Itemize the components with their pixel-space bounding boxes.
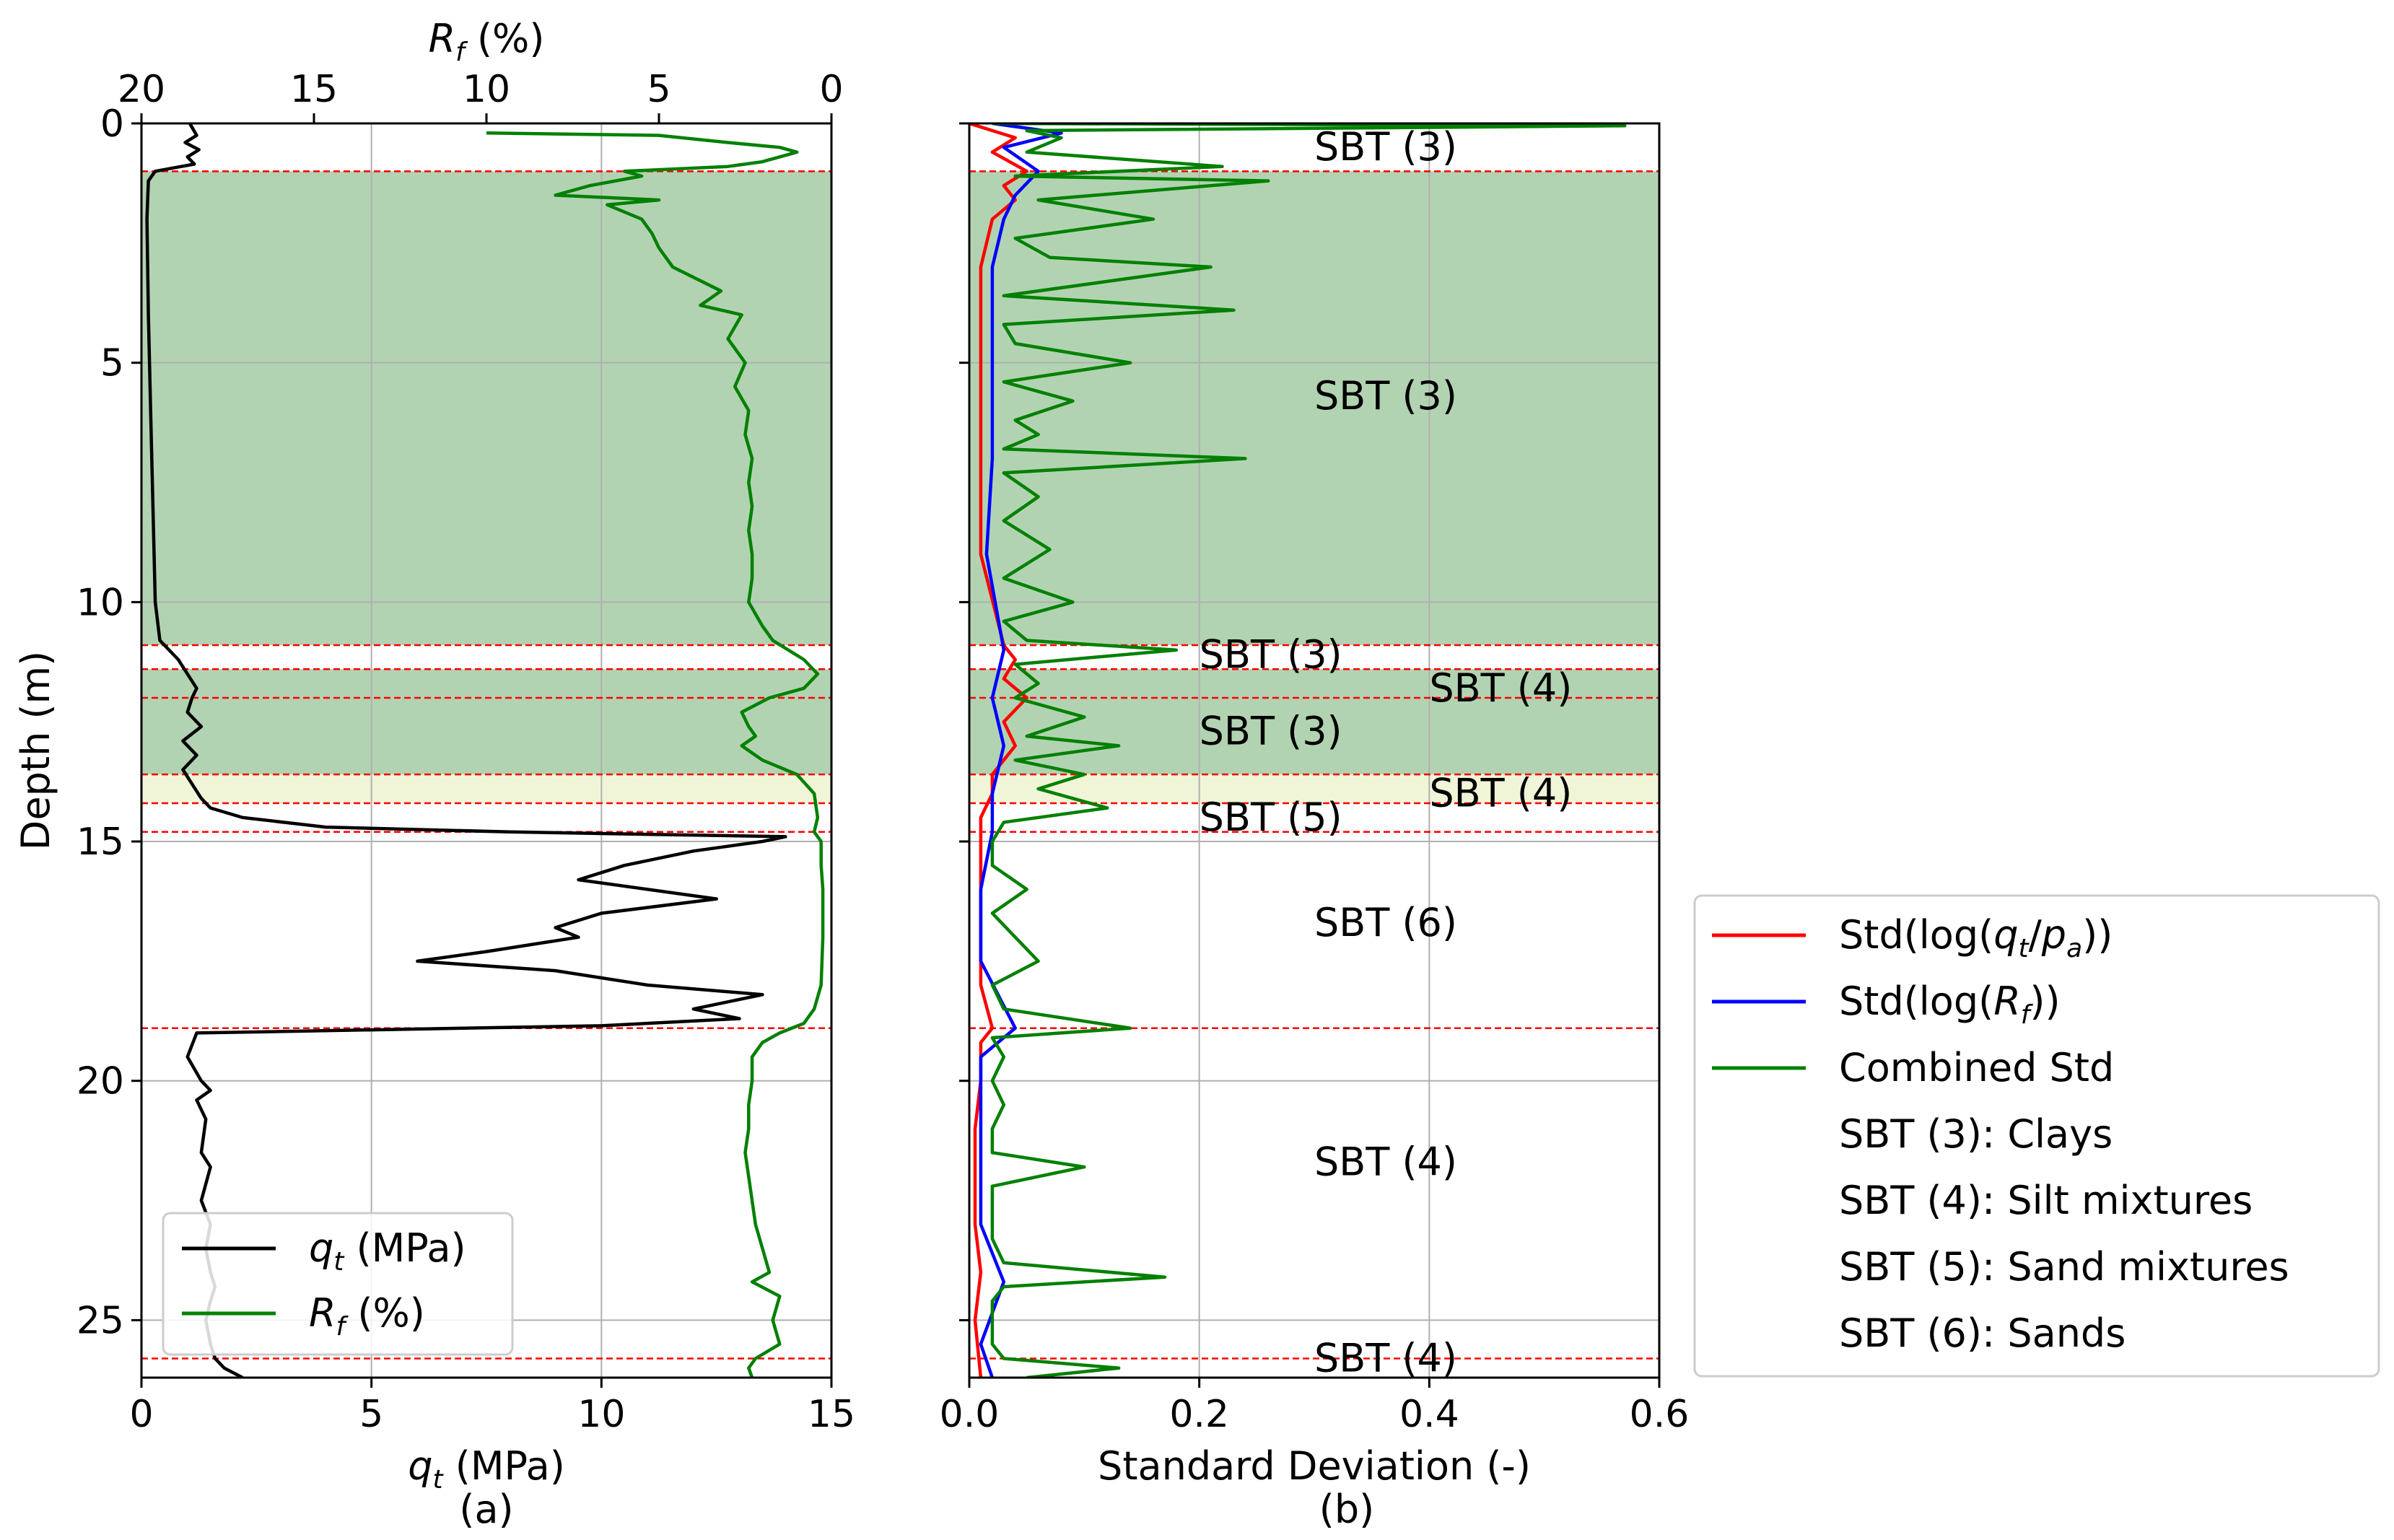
- x-tick-label: 0.2: [1169, 1393, 1229, 1436]
- y-tick-label: 25: [77, 1299, 124, 1342]
- series-lines: [969, 123, 1627, 1378]
- zone-label: SBT (6): [1314, 900, 1457, 945]
- sbt-layer-band: [141, 171, 831, 646]
- panel-b: 0.0 0.2 0.4 0.6 SBT (3) SBT (3) SBT (3) SBT (4…: [940, 122, 1690, 1532]
- zone-label: SBT (3): [1200, 631, 1342, 677]
- y-tick-label: 10: [77, 581, 124, 624]
- legend-label-std-qt: Std(log(qt/pa)): [1839, 912, 2113, 963]
- zone-label: SBT (4): [1314, 1139, 1457, 1184]
- sbt-layer-band: [969, 698, 1659, 775]
- y-tick-label: 0: [100, 102, 124, 146]
- x-tick-label: 15: [808, 1393, 855, 1436]
- series-line-rf: [486, 131, 825, 1378]
- x-tick-label: 0.6: [1630, 1393, 1690, 1436]
- x-top-tick-label: 10: [463, 68, 510, 111]
- y-axis-label: Depth (m): [13, 651, 58, 850]
- y-tick-label: 5: [100, 342, 124, 385]
- sbt-layer-band: [969, 669, 1659, 699]
- series-line-qt: [145, 123, 787, 1378]
- y-tick-label: 15: [77, 821, 124, 864]
- zone-label: SBT (5): [1200, 795, 1342, 840]
- zone-labels: SBT (3) SBT (3) SBT (3) SBT (4) SBT (3) SBT (…: [1200, 124, 1573, 1381]
- y-axis-ticks: [959, 122, 969, 1321]
- zone-label: SBT (4): [1314, 1335, 1457, 1381]
- y-axis-ticks: 0 5 10 15 20 25: [77, 102, 141, 1342]
- x-tick-label: 0.4: [1399, 1393, 1459, 1436]
- x-axis-label-b: Standard Deviation (-): [1098, 1443, 1531, 1489]
- x-axis-label-bottom: qt (MPa): [408, 1443, 565, 1495]
- x-top-tick-label: 20: [118, 68, 165, 111]
- x-axis-label-top: Rf (%): [429, 16, 545, 67]
- x-tick-label: 0.0: [940, 1393, 1000, 1436]
- legend-label-qt: qt (MPa): [309, 1225, 466, 1277]
- x-tick-label: 5: [359, 1393, 383, 1436]
- x-axis-ticks-top: 20 15 10 5 0: [118, 68, 844, 123]
- panel-label-b: (b): [1319, 1487, 1374, 1532]
- sbt-layer-band: [141, 698, 831, 775]
- zone-label: SBT (3): [1200, 708, 1342, 753]
- legend-label-std-rf: Std(log(Rf)): [1839, 979, 2061, 1030]
- series-line-std-qt: [969, 123, 1028, 1378]
- layer-shading: [969, 171, 1659, 803]
- x-top-tick-label: 5: [647, 68, 670, 111]
- series-line-combined-std: [990, 123, 1627, 1378]
- legend-a: qt (MPa) Rf (%): [162, 1212, 514, 1356]
- sbt-layer-band: [141, 774, 831, 803]
- x-tick-label: 0: [129, 1393, 153, 1436]
- x-axis-ticks: 0.0 0.2 0.4 0.6: [940, 1378, 1690, 1436]
- x-top-tick-label: 0: [819, 68, 843, 111]
- legend-label-sbt5: SBT (5): Sand mixtures: [1839, 1244, 2289, 1290]
- sbt-layer-band: [969, 171, 1659, 646]
- panel-a: 0 5 10 15 20 25 0 5 10 15 20 15 10 5 0 Depth (m) qt …: [13, 16, 855, 1532]
- sbt-layer-band: [969, 774, 1659, 803]
- zone-label: SBT (4): [1429, 665, 1572, 711]
- layer-shading: [141, 171, 831, 803]
- x-tick-label: 10: [577, 1393, 625, 1436]
- zone-label: SBT (3): [1314, 373, 1457, 419]
- layer-boundaries: [141, 170, 831, 1360]
- legend-frame: [1693, 894, 2380, 1378]
- legend-label-sbt6: SBT (6): Sands: [1839, 1311, 2126, 1356]
- legend-label-combined: Combined Std: [1839, 1045, 2114, 1090]
- x-top-tick-label: 15: [290, 68, 338, 111]
- zone-label: SBT (3): [1314, 124, 1457, 170]
- x-axis-ticks-bottom: 0 5 10 15: [129, 1378, 855, 1436]
- y-tick-label: 20: [77, 1060, 124, 1103]
- sbt-layer-band: [141, 669, 831, 699]
- legend-label-rf: Rf (%): [309, 1290, 425, 1342]
- plot-frame: [968, 122, 1661, 1379]
- legend-b: Std(log(qt/pa)) Std(log(Rf)) Combined St…: [1693, 894, 2380, 1378]
- series-lines: [145, 123, 825, 1378]
- zone-label: SBT (4): [1429, 771, 1572, 816]
- series-line-std-rf: [979, 123, 1063, 1378]
- panel-label-a: (a): [459, 1487, 513, 1532]
- legend-label-sbt3: SBT (3): Clays: [1839, 1111, 2113, 1157]
- legend-label-sbt4: SBT (4): Silt mixtures: [1839, 1178, 2253, 1223]
